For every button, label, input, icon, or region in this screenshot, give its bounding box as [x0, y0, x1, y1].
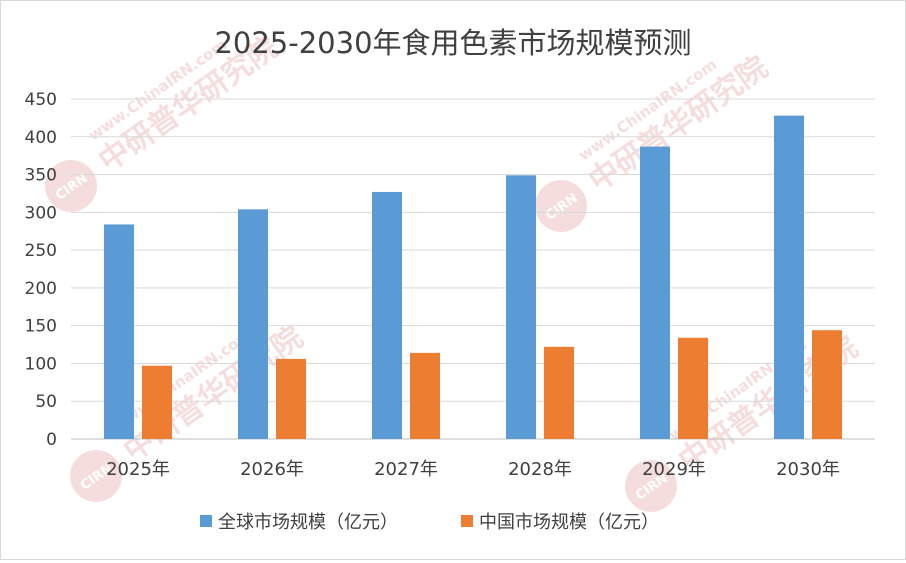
- watermark-layer: CIRN中研普华研究院www.ChinaIRN.comCIRN中研普华研究院ww…: [45, 30, 864, 512]
- bar-china: [812, 330, 842, 439]
- bar-china: [276, 358, 306, 439]
- watermark-logo: [45, 160, 97, 212]
- bar-global: [104, 224, 134, 439]
- x-tick-label: 2028年: [508, 459, 572, 480]
- legend-label: 中国市场规模（亿元）: [479, 512, 659, 533]
- y-tick-label: 50: [35, 392, 57, 412]
- bar-global: [640, 146, 670, 439]
- y-tick-label: 100: [25, 354, 57, 374]
- grid-layer: [71, 98, 875, 440]
- bars: [104, 115, 842, 440]
- y-axis: 0 50 100 150 200 250 300 350 400 450: [25, 90, 57, 450]
- x-tick-label: 2026年: [240, 459, 304, 480]
- y-tick-label: 300: [25, 203, 57, 223]
- watermark-logo: [70, 450, 122, 502]
- y-tick-label: 250: [25, 241, 57, 261]
- y-tick-label: 450: [25, 90, 57, 110]
- bar-china: [410, 352, 440, 439]
- legend-swatch: [461, 515, 473, 527]
- x-tick-label: 2029年: [642, 459, 706, 480]
- legend-swatch: [200, 515, 212, 527]
- x-tick-label: 2027年: [374, 459, 438, 480]
- legend-label: 全球市场规模（亿元）: [218, 512, 398, 533]
- x-tick-label: 2030年: [776, 459, 840, 480]
- bar-china: [678, 337, 708, 439]
- watermark-logo: [535, 180, 587, 232]
- bar-global: [372, 191, 402, 439]
- legend: 全球市场规模（亿元） 中国市场规模（亿元）: [200, 512, 659, 533]
- bar-global: [238, 209, 268, 439]
- y-tick-label: 350: [25, 166, 57, 186]
- bar-global: [506, 175, 536, 440]
- bar-china: [142, 365, 172, 439]
- chart-title: 2025-2030年食用色素市场规模预测: [214, 26, 691, 60]
- bar-global: [774, 115, 804, 439]
- y-tick-label: 150: [25, 317, 57, 337]
- y-tick-label: 200: [25, 279, 57, 299]
- x-tick-label: 2025年: [106, 459, 170, 480]
- x-axis: 2025年 2026年 2027年 2028年 2029年 2030年: [106, 459, 840, 480]
- watermark-logo: [625, 460, 677, 512]
- bar-china: [544, 346, 574, 439]
- y-tick-label: 400: [25, 128, 57, 148]
- y-tick-label: 0: [46, 430, 57, 450]
